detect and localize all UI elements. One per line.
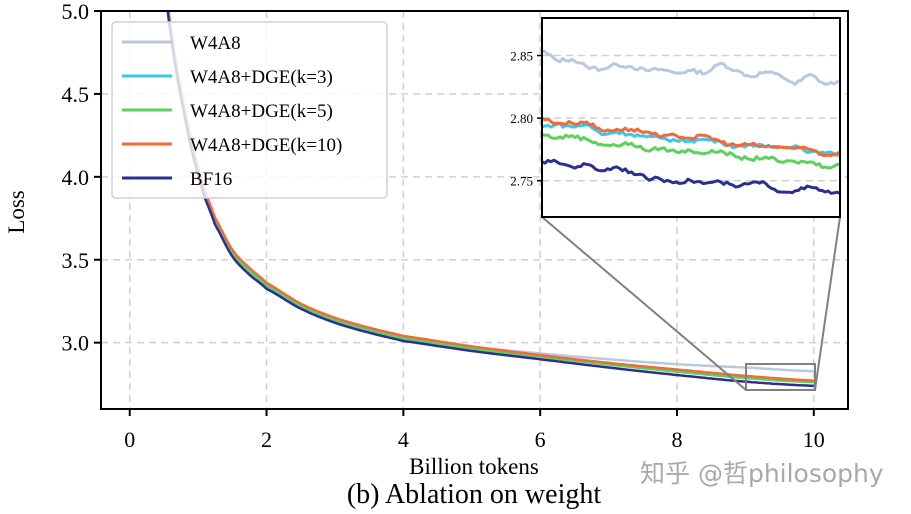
figure-caption: (b) Ablation on weight: [347, 479, 602, 510]
legend-label: W4A8: [190, 33, 241, 54]
series-line-bf16: [166, 11, 814, 388]
y-tick-label: 3.0: [62, 331, 90, 356]
x-tick-label: 2: [261, 427, 272, 452]
inset-line-bf16: [543, 158, 839, 195]
y-tick-label: 4.0: [62, 165, 90, 190]
main-series-lines: [166, 11, 814, 388]
inset-ticks: 2.75 2.80 2.85: [510, 49, 542, 189]
legend-box: [111, 21, 388, 199]
zoom-connector-right: [814, 216, 841, 391]
inset-line-w4a8: [543, 49, 839, 86]
x-tick-label: 8: [671, 427, 682, 452]
y-axis-label: Loss: [4, 190, 29, 234]
zoom-region-box: [745, 363, 816, 391]
y-tick-label: 3.5: [62, 248, 90, 273]
series-line-w4a8-dge-k-5-: [166, 11, 814, 384]
axis-ticks: 0 2 4 6 8 10 3.0 3.5 4.0 4.5 5.0: [62, 0, 825, 452]
y-tick-label: 5.0: [62, 0, 90, 24]
legend-label: W4A8+DGE(k=10): [190, 135, 342, 156]
inset-series-lines: [543, 49, 839, 195]
legend: W4A8 W4A8+DGE(k=3) W4A8+DGE(k=5) W4A8+DGE(k…: [111, 21, 388, 199]
inset-y-tick-label: 2.85: [510, 49, 533, 64]
inset-y-tick-label: 2.80: [510, 111, 533, 126]
zoom-connector-left: [541, 216, 747, 391]
x-tick-label: 6: [535, 427, 546, 452]
series-line-w4a8-dge-k-10-: [167, 11, 814, 382]
legend-label: BF16: [190, 169, 232, 190]
x-tick-label: 0: [124, 427, 135, 452]
legend-label: W4A8+DGE(k=3): [190, 67, 333, 88]
inset-line-w4a8-dge-k-5-: [543, 133, 839, 170]
inset-y-tick-label: 2.75: [510, 174, 533, 189]
x-tick-label: 4: [398, 427, 409, 452]
y-tick-label: 4.5: [62, 82, 90, 107]
inset-line-w4a8-dge-k-10-: [543, 116, 839, 158]
x-tick-label: 10: [803, 427, 825, 452]
plot-frame: [100, 10, 849, 410]
watermark: 知乎 @哲philosophy: [640, 459, 884, 488]
x-axis-label: Billion tokens: [409, 454, 539, 479]
legend-label: W4A8+DGE(k=5): [190, 101, 333, 122]
